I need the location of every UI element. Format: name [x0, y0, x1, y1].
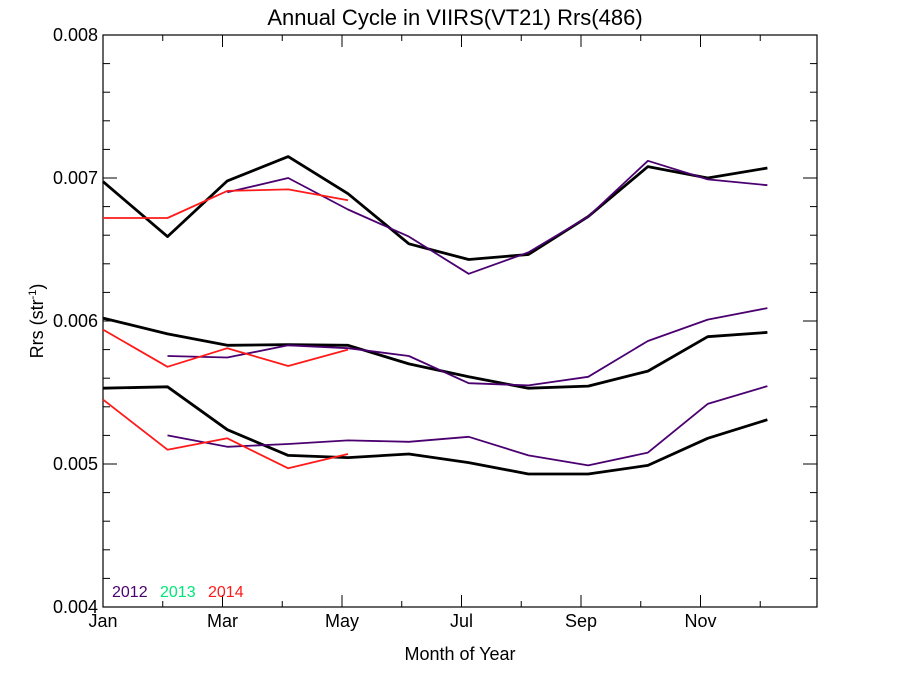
y-axis-label-superscript: -1 [27, 290, 39, 300]
series-line-climatology-6 [102, 385, 768, 476]
legend-item-2013: 2013 [160, 584, 196, 601]
plot-frame [102, 34, 818, 608]
series-line-climatology-0 [102, 155, 768, 261]
y-tick-label: 0.006 [53, 311, 98, 331]
series-line-2014-2 [103, 188, 349, 219]
x-axis: Jan Mar May Jul Sep Nov [88, 35, 761, 631]
series-line-2014-8 [102, 398, 349, 470]
y-axis-label-main: Rrs (str [27, 299, 47, 358]
y-tick-label: 0.007 [53, 168, 98, 188]
y-tick-label: 0.004 [53, 597, 98, 617]
legend: 2012 2013 2014 [112, 584, 244, 601]
series-line-climatology-3 [102, 316, 768, 390]
y-axis-label-close: ) [27, 284, 47, 290]
plot-area [102, 34, 818, 608]
y-axis-label-group: Rrs (str-1) [27, 284, 47, 359]
x-tick-label: Jan [88, 611, 117, 631]
y-tick-label: 0.005 [53, 454, 98, 474]
legend-item-2014: 2014 [208, 584, 244, 601]
series-line-2012-4 [167, 307, 768, 387]
series-line-2012-1 [227, 159, 768, 275]
y-axis: 0.004 0.005 0.006 0.007 0.008 [53, 25, 817, 617]
series-line-2012-7 [167, 385, 768, 467]
x-axis-label: Month of Year [404, 644, 515, 664]
y-axis-label: Rrs (str-1) [27, 284, 47, 359]
x-tick-label: Sep [565, 611, 597, 631]
y-tick-label: 0.008 [53, 25, 98, 45]
x-tick-label: Mar [207, 611, 238, 631]
x-tick-label: Jul [450, 611, 473, 631]
series-line-2014-5 [102, 328, 349, 368]
legend-item-2012: 2012 [112, 584, 148, 601]
chart-title: Annual Cycle in VIIRS(VT21) Rrs(486) [267, 5, 642, 30]
x-tick-label: Nov [684, 611, 716, 631]
x-tick-label: May [325, 611, 359, 631]
